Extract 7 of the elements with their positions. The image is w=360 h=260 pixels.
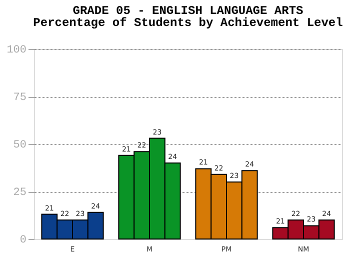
- chart-subtitle: Percentage of Students by Achievement Level: [33, 16, 343, 30]
- chart-title: GRADE 05 - ENGLISH LANGUAGE ARTS: [72, 4, 304, 18]
- y-tick-label: 0: [20, 234, 26, 246]
- y-tick-label: 100: [6, 44, 26, 56]
- y-tick-label: 25: [13, 187, 26, 199]
- y-tick-label: 50: [13, 140, 26, 152]
- y-tick-label: 75: [13, 92, 26, 104]
